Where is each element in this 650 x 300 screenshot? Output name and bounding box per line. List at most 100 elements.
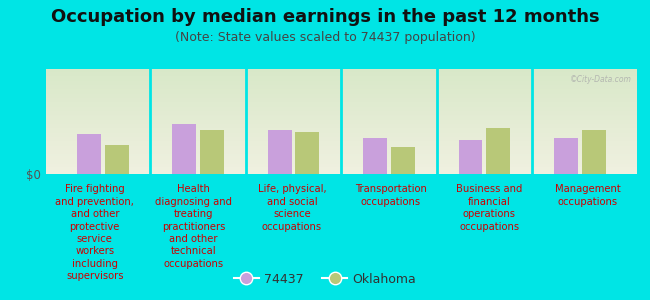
Bar: [46, 131, 637, 132]
Bar: [46, 94, 637, 95]
Bar: [46, 136, 637, 137]
Bar: [46, 146, 637, 148]
Bar: [46, 73, 637, 74]
Bar: [46, 74, 637, 76]
Bar: [46, 103, 637, 104]
Bar: [105, 145, 129, 174]
Bar: [200, 130, 224, 174]
Bar: [46, 139, 637, 140]
Bar: [46, 77, 637, 78]
Bar: [46, 123, 637, 124]
Bar: [46, 97, 637, 98]
Bar: [46, 115, 637, 116]
Bar: [46, 98, 637, 99]
Bar: [46, 124, 637, 125]
Bar: [46, 81, 637, 82]
Bar: [46, 72, 637, 73]
Bar: [46, 87, 637, 89]
Bar: [46, 99, 637, 101]
Bar: [46, 70, 637, 72]
Bar: [46, 132, 637, 133]
Bar: [46, 119, 637, 120]
Bar: [46, 125, 637, 127]
Bar: [46, 149, 637, 150]
Text: Fire fighting
and prevention,
and other
protective
service
workers
including
sup: Fire fighting and prevention, and other …: [55, 184, 135, 281]
Text: ©City-Data.com: ©City-Data.com: [570, 75, 632, 84]
Text: Transportation
occupations: Transportation occupations: [355, 184, 426, 207]
Bar: [46, 162, 637, 164]
Text: Health
diagnosing and
treating
practitioners
and other
technical
occupations: Health diagnosing and treating practitio…: [155, 184, 232, 269]
Bar: [46, 120, 637, 122]
Bar: [46, 167, 637, 169]
Bar: [172, 124, 196, 174]
Bar: [46, 133, 637, 135]
Bar: [46, 85, 637, 86]
Bar: [46, 135, 637, 136]
Bar: [46, 69, 637, 70]
Bar: [486, 128, 510, 174]
Bar: [46, 128, 637, 129]
Bar: [46, 152, 637, 153]
Bar: [46, 154, 637, 156]
Bar: [46, 145, 637, 146]
Text: Occupation by median earnings in the past 12 months: Occupation by median earnings in the pas…: [51, 8, 599, 26]
Bar: [46, 141, 637, 142]
Text: (Note: State values scaled to 74437 population): (Note: State values scaled to 74437 popu…: [175, 32, 475, 44]
Bar: [46, 112, 637, 114]
Bar: [46, 90, 637, 91]
Bar: [46, 102, 637, 103]
Bar: [46, 166, 637, 167]
Text: Management
occupations: Management occupations: [555, 184, 621, 207]
Bar: [46, 76, 637, 77]
Bar: [268, 130, 292, 174]
Bar: [391, 147, 415, 174]
Bar: [46, 165, 637, 166]
Bar: [46, 118, 637, 119]
Bar: [46, 156, 637, 157]
Bar: [46, 150, 637, 152]
Bar: [46, 137, 637, 139]
Bar: [46, 107, 637, 108]
Bar: [46, 173, 637, 174]
Bar: [46, 111, 637, 112]
Bar: [46, 142, 637, 144]
Bar: [46, 91, 637, 93]
Bar: [46, 80, 637, 81]
Bar: [46, 140, 637, 141]
Bar: [46, 104, 637, 106]
Bar: [46, 148, 637, 149]
Bar: [46, 164, 637, 165]
Text: Life, physical,
and social
science
occupations: Life, physical, and social science occup…: [257, 184, 326, 232]
Bar: [582, 130, 606, 174]
Bar: [46, 110, 637, 111]
Bar: [46, 106, 637, 107]
Bar: [46, 82, 637, 83]
Bar: [363, 138, 387, 174]
Bar: [46, 127, 637, 128]
Bar: [46, 122, 637, 123]
Bar: [46, 170, 637, 171]
Bar: [46, 93, 637, 94]
Bar: [459, 140, 482, 174]
Bar: [46, 86, 637, 87]
Bar: [46, 95, 637, 97]
Bar: [46, 116, 637, 118]
Bar: [46, 161, 637, 162]
Bar: [77, 134, 101, 174]
Bar: [46, 171, 637, 173]
Bar: [296, 132, 319, 174]
Bar: [46, 89, 637, 90]
Bar: [46, 157, 637, 158]
Bar: [46, 78, 637, 80]
Bar: [46, 108, 637, 110]
Bar: [46, 114, 637, 115]
Bar: [554, 138, 578, 174]
Bar: [46, 100, 637, 102]
Bar: [46, 83, 637, 85]
Bar: [46, 153, 637, 154]
Bar: [46, 129, 637, 131]
Bar: [46, 160, 637, 161]
Bar: [46, 144, 637, 145]
Bar: [46, 169, 637, 170]
Text: Business and
financial
operations
occupations: Business and financial operations occupa…: [456, 184, 523, 232]
